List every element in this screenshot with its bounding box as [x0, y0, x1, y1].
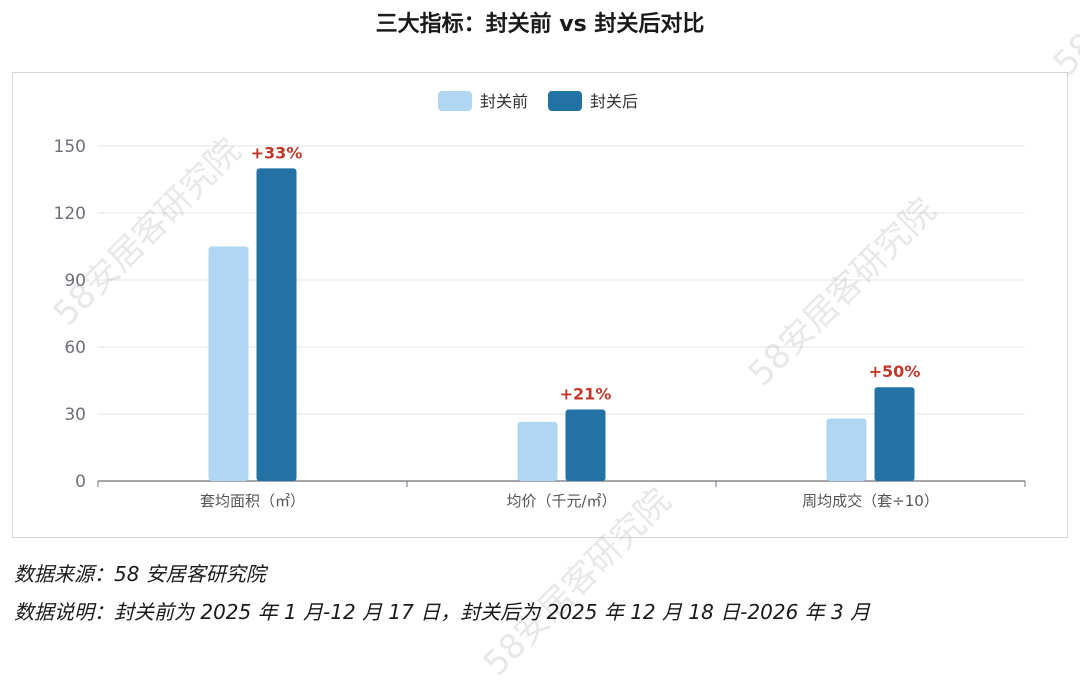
chart-title: 三大指标：封关前 vs 封关后对比: [375, 12, 705, 37]
bar-after: [256, 168, 297, 482]
bar-after: [565, 409, 606, 481]
bar-before: [517, 421, 558, 481]
y-tick-label: 150: [54, 137, 86, 157]
x-tick-label: 周均成交（套÷10）: [802, 492, 939, 510]
bar-chart: 0 30 60 90 120 150 套均面积（㎡） +33% 均价（千元/㎡） +21% 周均成交…: [54, 91, 1026, 510]
y-tick-label: 30: [64, 405, 86, 425]
chart-frame: [12, 72, 1068, 538]
bar-before: [826, 418, 867, 481]
data-source-note: 数据来源：58 安居客研究院: [14, 562, 266, 586]
bar-before: [208, 246, 249, 481]
legend-swatch: [548, 91, 582, 111]
data-explanation-note: 数据说明：封关前为 2025 年 1 月-12 月 17 日，封关后为 2025…: [14, 600, 871, 624]
y-tick-label: 90: [64, 271, 86, 291]
change-annotation: +33%: [251, 143, 303, 162]
change-annotation: +50%: [869, 362, 921, 381]
legend-label: 封关前: [480, 92, 528, 111]
legend-label: 封关后: [590, 92, 638, 111]
x-tick-label: 套均面积（㎡）: [200, 492, 305, 510]
change-annotation: +21%: [560, 385, 612, 404]
y-tick-label: 0: [75, 472, 86, 492]
y-tick-label: 60: [64, 338, 86, 358]
x-tick-label: 均价（千元/㎡）: [506, 492, 616, 510]
legend-swatch: [438, 91, 472, 111]
y-tick-label: 120: [54, 204, 86, 224]
bar-after: [874, 387, 915, 481]
